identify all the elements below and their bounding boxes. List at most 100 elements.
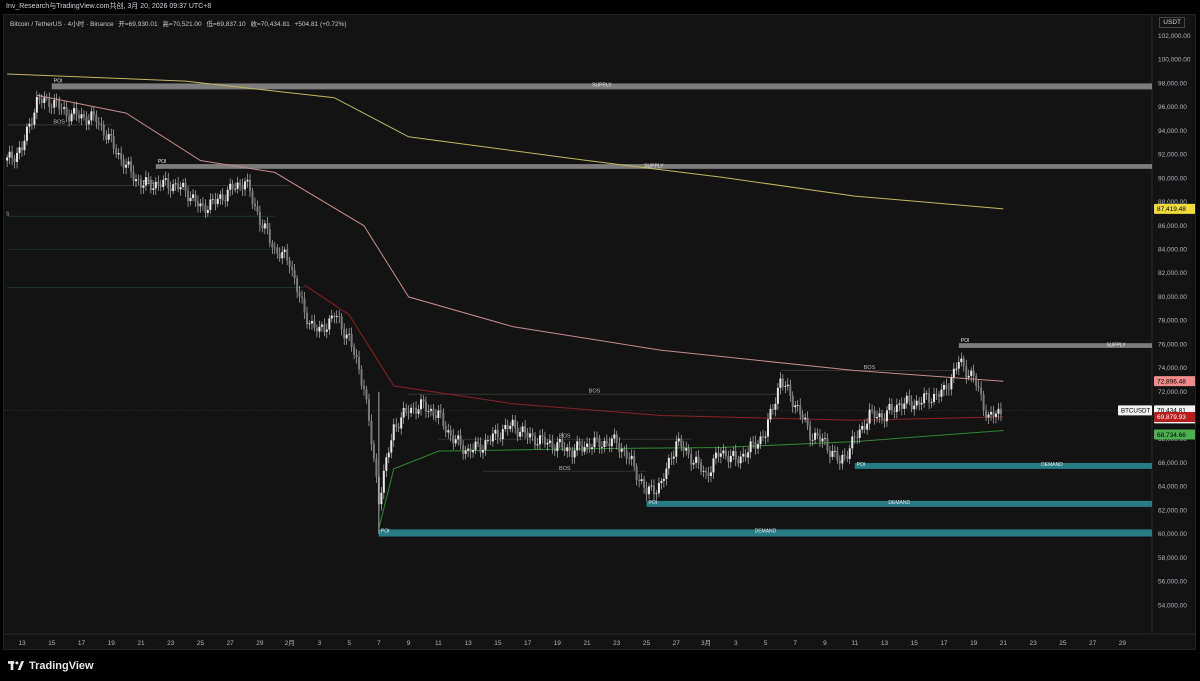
candle-body: [769, 408, 772, 420]
candle-body: [45, 97, 48, 99]
price-chart[interactable]: 102,000.00 100,000.00 98,000.00 96,000.00 94…: [4, 15, 1196, 650]
time-tick-label: 15: [48, 640, 56, 647]
time-tick-label: 29: [256, 640, 264, 647]
candle-body: [189, 197, 192, 202]
symbol-badge: [1118, 405, 1152, 416]
candle-body: [551, 440, 554, 448]
price-tick-label: 96,000.00: [1158, 104, 1187, 111]
candle-body: [558, 438, 561, 443]
candle-body: [529, 433, 532, 438]
candle-body: [506, 425, 509, 430]
candle-body: [491, 433, 494, 442]
candle-body: [449, 430, 452, 436]
candle-body: [610, 438, 613, 447]
candle-body: [452, 435, 455, 444]
candle-body: [281, 251, 284, 259]
candle-body: [328, 318, 331, 330]
candle-body: [50, 106, 53, 108]
candle-body: [137, 179, 140, 180]
candle-body: [204, 204, 207, 213]
candle-body: [467, 448, 470, 451]
candle-body: [434, 415, 437, 419]
candle-body: [511, 419, 514, 426]
candle-body: [754, 442, 757, 449]
candle-body: [742, 453, 745, 457]
candle-body: [484, 440, 487, 450]
candle-body: [144, 177, 147, 186]
candle-body: [823, 438, 826, 440]
symbol-title[interactable]: Bitcoin / TetherUS · 4小时 · Binance: [10, 21, 114, 28]
candle-body: [447, 430, 450, 433]
candle-body: [526, 432, 529, 438]
bos-label: BOS: [589, 389, 601, 395]
candle-body: [70, 113, 73, 122]
time-tick-label: 3: [318, 640, 322, 647]
candle-body: [442, 412, 445, 427]
candle-body: [30, 123, 33, 125]
ma-line-yellow: [7, 73, 1004, 210]
candle-body: [620, 448, 623, 452]
candle-body: [576, 441, 579, 451]
candle-body: [499, 437, 502, 440]
candle-body: [219, 194, 222, 199]
candle-body: [407, 411, 410, 414]
price-tick-label: 76,000.00: [1158, 341, 1187, 348]
supply-zone: [155, 164, 1152, 169]
candle-body: [152, 188, 155, 191]
chart-pane[interactable]: Bitcoin / TetherUS · 4小时 · Binance 开=69,…: [3, 14, 1196, 650]
candle-body: [633, 455, 636, 467]
candle-body: [221, 194, 224, 201]
candle-body: [811, 439, 814, 441]
candle-body: [405, 408, 408, 412]
candle-body: [568, 447, 571, 451]
symbol-badge-text: BTCUSDT: [1121, 408, 1150, 415]
poi-label: POI: [54, 78, 63, 84]
time-tick-label: 9: [407, 640, 411, 647]
candle-body: [53, 99, 56, 108]
candle-body: [687, 448, 690, 455]
candle-body: [167, 178, 170, 188]
candle-body: [65, 107, 68, 116]
candle-body: [194, 194, 197, 202]
candle-body: [132, 171, 135, 182]
candle-body: [893, 410, 896, 412]
candle-body: [985, 410, 988, 418]
candle-body: [315, 327, 318, 332]
tradingview-logo[interactable]: TradingView: [8, 660, 94, 672]
candle-body: [415, 407, 418, 414]
ma-pink-price-badge: [1154, 376, 1195, 387]
candle-body: [392, 424, 395, 441]
ohlc-low: 低=69,837.10: [206, 21, 246, 28]
ma-line-red: [304, 284, 1004, 421]
candle-body: [543, 436, 546, 445]
candle-body: [276, 247, 279, 254]
candle-body: [231, 183, 234, 190]
candle-body: [60, 108, 63, 110]
candle-body: [615, 434, 618, 444]
candle-body: [933, 393, 936, 402]
candle-body: [16, 152, 19, 162]
candle-body: [771, 408, 774, 410]
candle-body: [623, 448, 626, 451]
candle-body: [928, 393, 931, 403]
time-tick-label: 21: [583, 640, 591, 647]
candle-body: [923, 393, 926, 404]
candle-body: [531, 433, 534, 436]
demand-zone: [854, 462, 1152, 469]
candle-body: [360, 369, 363, 386]
candle-body: [224, 200, 227, 202]
time-tick-label: 11: [435, 640, 442, 647]
candle-body: [110, 133, 113, 136]
candle-body: [162, 179, 165, 187]
candle-body: [747, 452, 750, 458]
time-tick-label: 17: [78, 640, 86, 647]
currency-unit-button[interactable]: USDT: [1159, 17, 1185, 28]
price-tick-label: 86,000.00: [1158, 223, 1187, 230]
candle-body: [908, 395, 911, 402]
candle-body: [288, 260, 291, 267]
candle-body: [78, 114, 81, 119]
candle-body: [665, 468, 668, 479]
price-tick-label: 54,000.00: [1158, 602, 1187, 609]
price-tick-label: 66,000.00: [1158, 460, 1187, 467]
candle-body: [652, 485, 655, 495]
